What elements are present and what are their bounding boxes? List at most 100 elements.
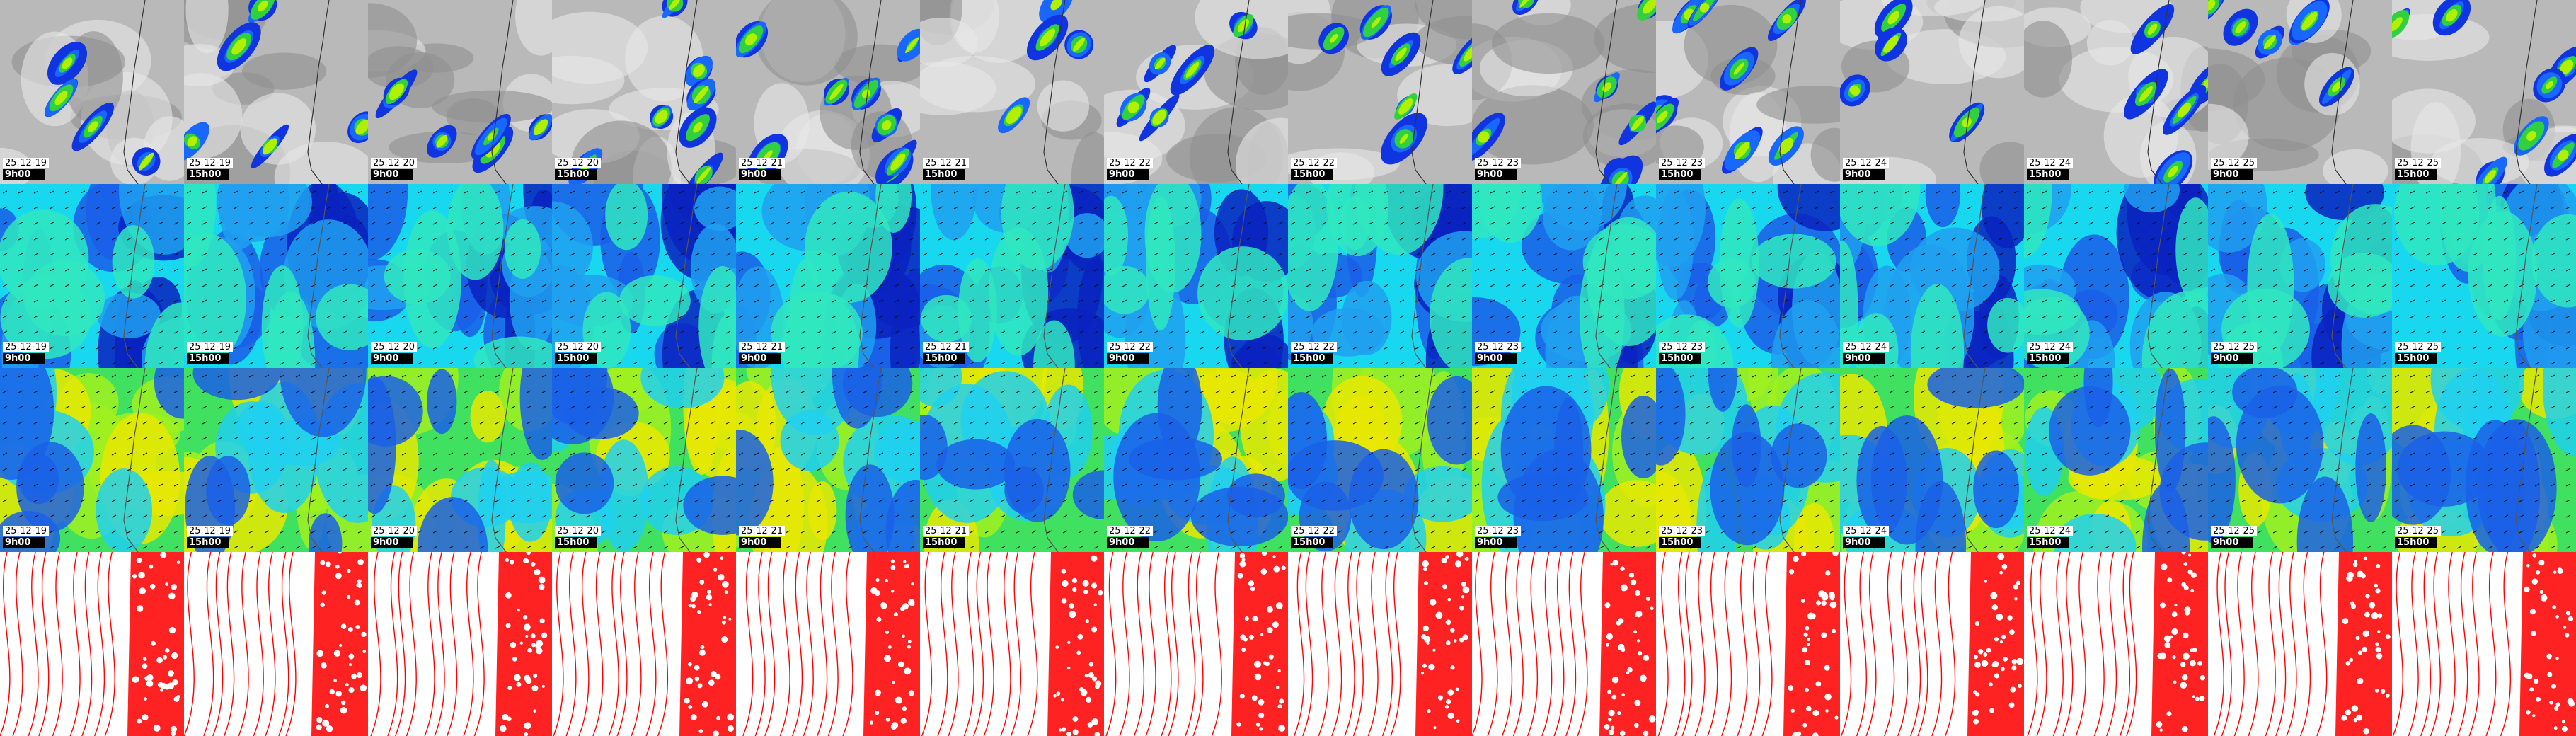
- map: [1288, 184, 1472, 368]
- map: [1288, 368, 1472, 552]
- date-label: 25-12-19: [3, 526, 50, 536]
- timestamp: 25-12-25 15h00: [2395, 342, 2442, 364]
- map-panel: 25-12-23 9h00: [1472, 368, 1656, 552]
- time-label: 15h00: [1291, 537, 1333, 548]
- map-panel: 25-12-24 15h00: [2024, 184, 2208, 368]
- map-panel: [2208, 552, 2392, 736]
- map: [2024, 552, 2208, 736]
- date-label: 25-12-21: [923, 526, 970, 536]
- map: [2208, 552, 2392, 736]
- timestamp: 25-12-21 15h00: [923, 342, 970, 364]
- time-label: 9h00: [1843, 537, 1885, 548]
- map-panel: [920, 552, 1104, 736]
- timestamp: 25-12-25 15h00: [2395, 526, 2442, 548]
- time-label: 15h00: [555, 169, 597, 180]
- date-label: 25-12-24: [1843, 526, 1890, 536]
- time-label: 9h00: [371, 353, 413, 364]
- date-label: 25-12-20: [371, 158, 418, 168]
- date-label: 25-12-24: [1843, 158, 1890, 168]
- map: [736, 0, 920, 184]
- map-panel: 25-12-19 9h00: [0, 0, 184, 184]
- date-label: 25-12-22: [1291, 158, 1338, 168]
- map: [552, 368, 736, 552]
- date-label: 25-12-24: [1843, 342, 1890, 352]
- map: [0, 552, 184, 736]
- time-label: 15h00: [923, 169, 965, 180]
- map-panel: 25-12-19 15h00: [184, 0, 368, 184]
- map: [920, 184, 1104, 368]
- map: [1288, 0, 1472, 184]
- timestamp: 25-12-20 9h00: [371, 342, 418, 364]
- map-panel: 25-12-21 9h00: [736, 184, 920, 368]
- date-label: 25-12-22: [1107, 526, 1154, 536]
- map-panel: 25-12-25 15h00: [2392, 368, 2576, 552]
- timestamp: 25-12-23 15h00: [1659, 342, 1706, 364]
- timestamp: 25-12-24 9h00: [1843, 342, 1890, 364]
- map-panel: 25-12-23 9h00: [1472, 184, 1656, 368]
- timestamp: 25-12-22 15h00: [1291, 342, 1338, 364]
- map-panel: [1840, 552, 2024, 736]
- date-label: 25-12-19: [187, 158, 234, 168]
- map: [1472, 368, 1656, 552]
- date-label: 25-12-23: [1659, 526, 1706, 536]
- map: [1104, 184, 1288, 368]
- date-label: 25-12-24: [2027, 342, 2074, 352]
- map: [552, 552, 736, 736]
- time-label: 9h00: [3, 169, 45, 180]
- time-label: 15h00: [555, 353, 597, 364]
- timestamp: 25-12-19 15h00: [187, 158, 234, 180]
- date-label: 25-12-23: [1659, 158, 1706, 168]
- map: [1656, 368, 1840, 552]
- map-panel: 25-12-20 9h00: [368, 0, 552, 184]
- timestamp: 25-12-22 15h00: [1291, 526, 1338, 548]
- date-label: 25-12-25: [2211, 526, 2258, 536]
- date-label: 25-12-23: [1475, 158, 1522, 168]
- time-label: 15h00: [2395, 353, 2437, 364]
- map-panel: [1472, 552, 1656, 736]
- map: [920, 552, 1104, 736]
- date-label: 25-12-21: [739, 342, 786, 352]
- time-label: 9h00: [1107, 353, 1149, 364]
- timestamp: 25-12-19 9h00: [3, 158, 50, 180]
- time-label: 15h00: [1291, 169, 1333, 180]
- map: [1840, 0, 2024, 184]
- date-label: 25-12-19: [187, 526, 234, 536]
- date-label: 25-12-22: [1107, 158, 1154, 168]
- date-label: 25-12-20: [555, 342, 602, 352]
- map: [1104, 552, 1288, 736]
- time-label: 15h00: [1659, 537, 1701, 548]
- map: [1656, 184, 1840, 368]
- map-panel: 25-12-25 9h00: [2208, 368, 2392, 552]
- timestamp: 25-12-21 9h00: [739, 158, 786, 180]
- time-label: 9h00: [1843, 353, 1885, 364]
- time-label: 15h00: [555, 537, 597, 548]
- time-label: 15h00: [1659, 353, 1701, 364]
- map: [1840, 552, 2024, 736]
- map-panel: 25-12-21 15h00: [920, 184, 1104, 368]
- timestamp: 25-12-21 15h00: [923, 526, 970, 548]
- time-label: 9h00: [2211, 353, 2253, 364]
- map-panel: 25-12-22 9h00: [1104, 0, 1288, 184]
- time-label: 9h00: [3, 537, 45, 548]
- map-panel: [2392, 552, 2576, 736]
- map-panel: 25-12-24 9h00: [1840, 184, 2024, 368]
- map: [1472, 184, 1656, 368]
- map: [368, 184, 552, 368]
- map-panel: [184, 552, 368, 736]
- map-panel: [0, 552, 184, 736]
- map-panel: 25-12-21 9h00: [736, 368, 920, 552]
- time-label: 15h00: [187, 169, 229, 180]
- map-panel: [368, 552, 552, 736]
- date-label: 25-12-20: [555, 158, 602, 168]
- time-label: 15h00: [2027, 353, 2069, 364]
- map-panel: [736, 552, 920, 736]
- map-panel: 25-12-19 15h00: [184, 184, 368, 368]
- timestamp: 25-12-25 9h00: [2211, 342, 2258, 364]
- date-label: 25-12-24: [2027, 158, 2074, 168]
- timestamp: 25-12-22 9h00: [1107, 342, 1154, 364]
- time-label: 9h00: [371, 169, 413, 180]
- timestamp: 25-12-20 15h00: [555, 526, 602, 548]
- map-panel: 25-12-20 9h00: [368, 184, 552, 368]
- map: [2208, 184, 2392, 368]
